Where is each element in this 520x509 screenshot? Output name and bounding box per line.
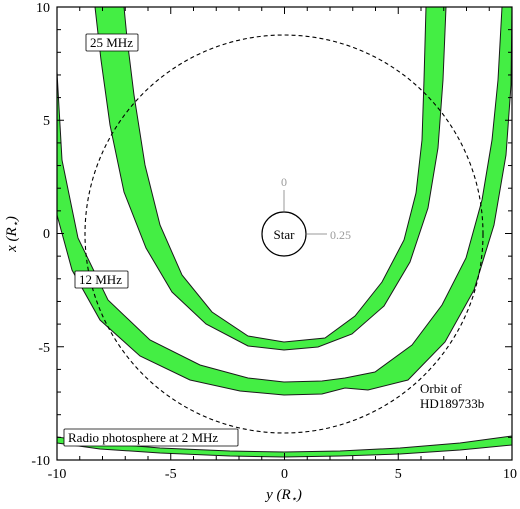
label-25mhz-box: 25 MHz bbox=[85, 33, 139, 52]
x-tick-label: 5 bbox=[395, 467, 402, 482]
band-label-25mhz: 25 MHz bbox=[90, 35, 133, 50]
tick-marks bbox=[56, 6, 513, 461]
band-25mhz bbox=[94, 7, 447, 351]
y-tick-label: 10 bbox=[36, 1, 50, 16]
label-2mhz-box: Radio photosphere at 2 MHz bbox=[63, 428, 239, 447]
star-label: Star bbox=[274, 227, 296, 242]
x-axis-label-sub: ⋆ bbox=[291, 494, 297, 505]
y-axis-label-sub: ⋆ bbox=[11, 221, 22, 227]
orbit-circle bbox=[84, 34, 484, 434]
y-axis-label-tail: ) bbox=[4, 216, 20, 222]
x-tick-label: 10 bbox=[503, 467, 517, 482]
plot-content bbox=[57, 7, 512, 458]
x-axis-label-tail: ) bbox=[296, 487, 302, 503]
x-axis-label: y (R⋆) bbox=[264, 487, 302, 505]
x-tick-label: -10 bbox=[48, 467, 67, 482]
x-tick-label: -5 bbox=[165, 467, 177, 482]
scale-label-right: 0.25 bbox=[330, 228, 351, 242]
y-tick-label: -10 bbox=[31, 454, 50, 469]
band-label-12mhz: 12 MHz bbox=[79, 272, 122, 287]
band-2mhz bbox=[57, 435, 512, 458]
x-axis-label-main: y (R bbox=[264, 487, 291, 503]
orbit-label-line1: Orbit of bbox=[420, 381, 462, 396]
label-12mhz-box: 12 MHz bbox=[74, 270, 129, 289]
y-tick-label: 0 bbox=[43, 227, 50, 242]
orbit-label-line2: HD189733b bbox=[420, 396, 484, 411]
star-circle bbox=[261, 211, 307, 257]
band-label-2mhz: Radio photosphere at 2 MHz bbox=[68, 430, 218, 445]
scale-label-top: 0 bbox=[281, 175, 287, 189]
band-12mhz bbox=[57, 7, 512, 396]
y-tick-label: -5 bbox=[38, 341, 50, 356]
y-axis-label: x (R⋆) bbox=[4, 216, 22, 253]
y-tick-label: 5 bbox=[43, 114, 50, 129]
y-axis-label-main: x (R bbox=[4, 227, 20, 253]
x-tick-label: 0 bbox=[281, 467, 288, 482]
